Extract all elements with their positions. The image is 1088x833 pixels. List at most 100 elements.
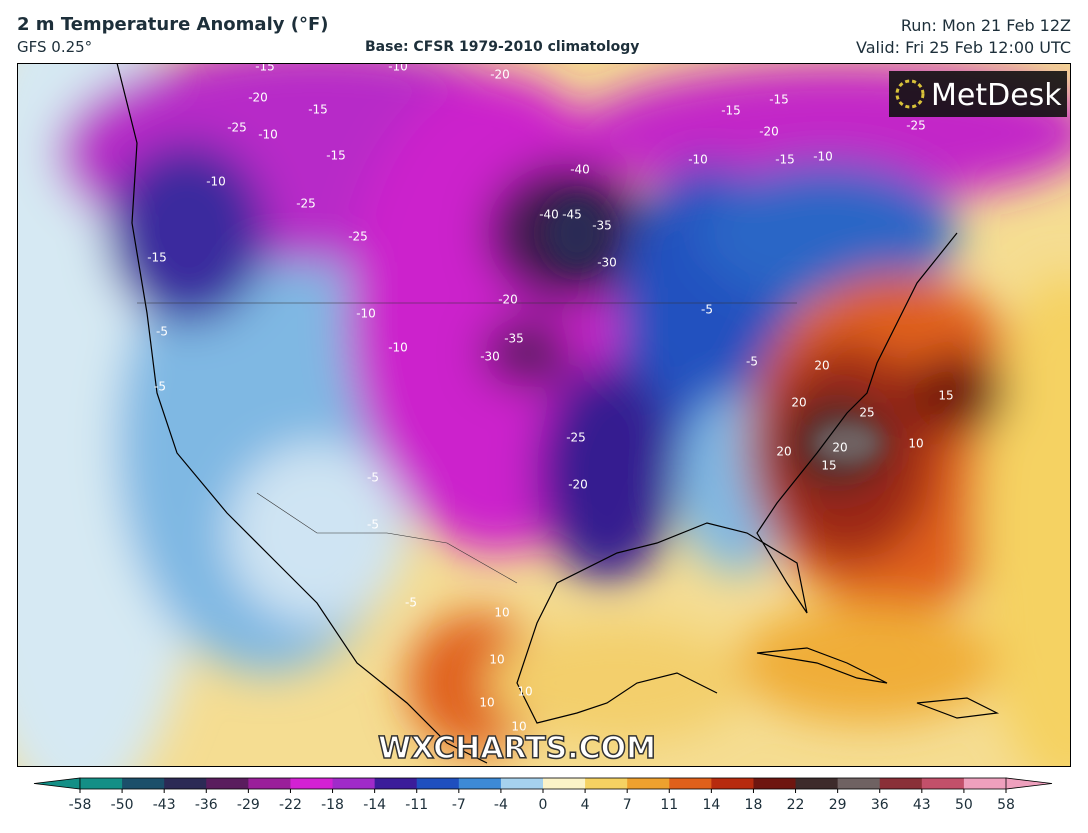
colorbar-segment xyxy=(164,778,207,789)
colorbar-tick-label: 43 xyxy=(913,797,931,813)
colorbar-tick-label: -22 xyxy=(279,797,302,813)
coast-cuba xyxy=(756,647,888,684)
contour-label: -15 xyxy=(255,63,275,74)
colorbar-low-arrow xyxy=(33,777,81,790)
colorbar-segment xyxy=(795,778,839,789)
colorbar-high-arrow xyxy=(1005,777,1053,790)
logo-text: MetDesk xyxy=(931,78,1062,113)
map: -15 -10-20-20-15-25 -10-15-10-25-25-15-40-… xyxy=(17,63,1071,767)
contour-label: -5 xyxy=(367,518,379,532)
contour-label: 25 xyxy=(859,406,874,420)
logo-icon xyxy=(895,79,925,109)
border-mexico xyxy=(256,492,518,584)
colorbar-tick-label: -43 xyxy=(153,797,176,813)
colorbar-tick-label: -11 xyxy=(405,797,428,813)
map-frame xyxy=(17,63,1071,767)
contour-label: -15 xyxy=(775,153,795,167)
base: Base: CFSR 1979-2010 climatology xyxy=(365,39,640,55)
anomaly-cores xyxy=(547,198,882,465)
colorbar-segment xyxy=(374,778,418,789)
logo-background xyxy=(889,71,1067,117)
colorbar-segment xyxy=(837,778,881,789)
colorbar-segment xyxy=(206,778,249,789)
contour-label: -15 xyxy=(326,149,346,163)
colorbar-tick-label: 58 xyxy=(997,797,1015,813)
colorbar-segment xyxy=(122,778,165,789)
contour-label: -5 xyxy=(746,355,758,369)
contour-label: -5 xyxy=(701,303,713,317)
coastlines xyxy=(116,63,1000,764)
contour-label: -15 xyxy=(308,103,328,117)
contour-label: 10 xyxy=(489,653,504,667)
contour-label: 10 xyxy=(517,685,532,699)
contour-label: 20 xyxy=(832,441,847,455)
coast-atlantic-gulf xyxy=(516,232,958,724)
contour-label: -25 xyxy=(227,121,247,135)
colorbar-tick-label: -14 xyxy=(363,797,386,813)
colorbar-tick-label: 36 xyxy=(871,797,889,813)
contour-label: -35 xyxy=(504,332,524,346)
contour-label: 10 xyxy=(511,720,526,734)
contour-label: 15 xyxy=(938,389,953,403)
colorbar-tick-label: 0 xyxy=(539,797,548,813)
colorbar-segment xyxy=(543,778,586,789)
contour-label: -45 xyxy=(562,208,582,222)
contour-label: -40 xyxy=(570,163,590,177)
colorbar-tick-label: 14 xyxy=(702,797,720,813)
model: GFS 0.25° xyxy=(17,38,93,56)
contour-label: -15 xyxy=(721,104,741,118)
contour-label: -10 xyxy=(388,341,408,355)
contour-label: 15 xyxy=(821,459,836,473)
colorbar-segment xyxy=(921,778,965,789)
contour-label: -5 xyxy=(367,471,379,485)
logo-box: MetDesk xyxy=(889,71,1067,117)
contour-labels: -15 -10-20-20-15-25 -10-15-10-25-25-15-40-… xyxy=(147,63,953,734)
colorbar-tick-label: -36 xyxy=(195,797,218,813)
contour-label: -25 xyxy=(566,431,586,445)
colorbar-tick-label: -50 xyxy=(111,797,134,813)
colorbar-segment xyxy=(963,778,1007,789)
contour-label: -5 xyxy=(156,325,168,339)
contour-label: 20 xyxy=(814,359,829,373)
colorbar-segment xyxy=(416,778,460,789)
contour-label: -15 xyxy=(147,251,167,265)
contour-label: -15 xyxy=(769,93,789,107)
contour-label: -40 xyxy=(539,208,559,222)
anomaly-field xyxy=(17,63,1071,767)
colorbar-segment xyxy=(80,778,123,789)
contour-label: 20 xyxy=(776,445,791,459)
colorbar-segment xyxy=(711,778,754,789)
valid: Valid: Fri 25 Feb 12:00 UTC xyxy=(856,38,1071,57)
colorbar-segment xyxy=(753,778,797,789)
contour-label: -5 xyxy=(405,596,417,610)
colorbar-tick-label: -58 xyxy=(69,797,92,813)
contour-label: 10 xyxy=(479,696,494,710)
colorbar-segment xyxy=(332,778,376,789)
contour-label: -10 xyxy=(258,128,278,142)
contour-label: -35 xyxy=(592,219,612,233)
contour-label: -10 xyxy=(356,307,376,321)
colorbar-segment xyxy=(879,778,923,789)
colorbar-segment xyxy=(248,778,291,789)
borders xyxy=(137,302,797,584)
run: Run: Mon 21 Feb 12Z xyxy=(900,16,1071,35)
colorbar-tick-label: -4 xyxy=(494,797,508,813)
coast-pacific xyxy=(116,63,488,764)
colorbar-tick-label: -29 xyxy=(237,797,260,813)
colorbar-tick-label: 22 xyxy=(787,797,805,813)
contour-label: -20 xyxy=(490,68,510,82)
contour-label: -20 xyxy=(568,478,588,492)
contour-label: -10 xyxy=(206,175,226,189)
colorbar-tick-label: 18 xyxy=(745,797,763,813)
colorbar-tick-label: -18 xyxy=(321,797,344,813)
contour-label: -20 xyxy=(248,91,268,105)
watermark: WXCHARTS.COM xyxy=(378,731,656,766)
contour-label: -30 xyxy=(480,350,500,364)
colorbar-tick-label: 29 xyxy=(829,797,847,813)
contour-label: -20 xyxy=(759,125,779,139)
coast-hispaniola xyxy=(916,697,1000,719)
colorbar-segment xyxy=(500,778,544,789)
contour-label: -25 xyxy=(348,230,368,244)
title: 2 m Temperature Anomaly (°F) xyxy=(17,14,329,35)
